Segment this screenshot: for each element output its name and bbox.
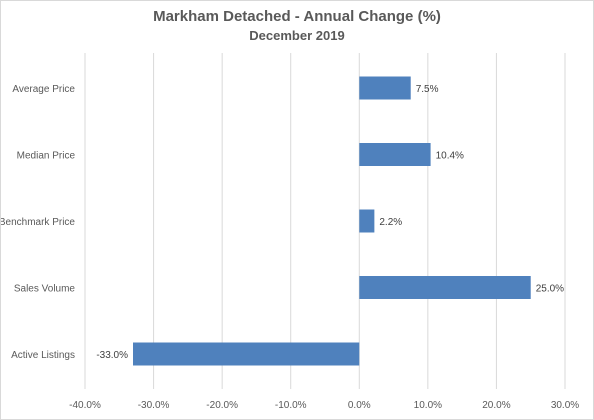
category-label: Active Listings <box>11 350 75 361</box>
category-label: Median Price <box>17 151 76 162</box>
data-label: 10.4% <box>436 151 464 162</box>
data-label: 7.5% <box>416 84 439 95</box>
bar <box>359 209 375 233</box>
bar <box>359 143 431 166</box>
x-tick-label: -30.0% <box>138 400 170 411</box>
chart-title: Markham Detached - Annual Change (%) <box>153 8 441 25</box>
x-tick-label: 30.0% <box>551 400 579 411</box>
x-tick-label: 0.0% <box>348 400 371 411</box>
x-tick-label: 20.0% <box>482 400 510 411</box>
data-label: 2.2% <box>379 217 402 228</box>
bar <box>359 76 411 100</box>
category-label: Benchmark Price <box>1 217 75 228</box>
data-label: 25.0% <box>536 284 564 295</box>
x-tick-label: -10.0% <box>275 400 307 411</box>
x-tick-label: -40.0% <box>69 400 101 411</box>
category-label: Sales Volume <box>14 284 76 295</box>
chart-subtitle: December 2019 <box>249 28 345 43</box>
bar <box>133 342 360 366</box>
category-label: Average Price <box>12 84 75 95</box>
bar <box>359 276 531 299</box>
data-label: -33.0% <box>96 350 128 361</box>
x-tick-label: -20.0% <box>206 400 238 411</box>
x-tick-label: 10.0% <box>414 400 442 411</box>
